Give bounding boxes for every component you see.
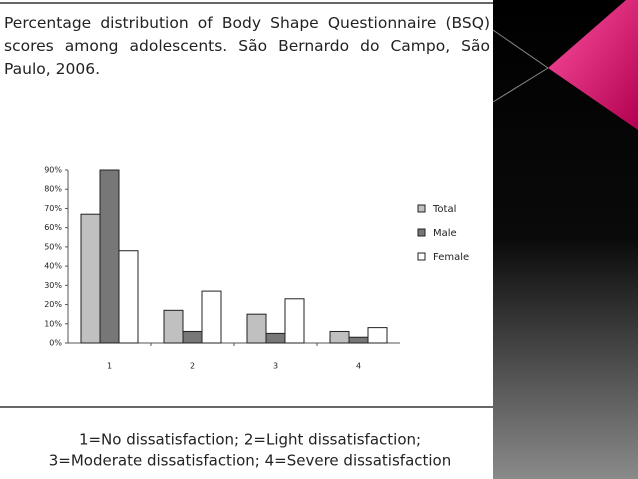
y-tick-label: 0% (49, 339, 62, 348)
footnote: 1=No dissatisfaction; 2=Light dissatisfa… (79, 431, 421, 449)
chart-title: Percentage distribution of Body Shape Qu… (4, 14, 490, 78)
pink-diamond (548, 0, 638, 130)
x-tick-label: 4 (356, 362, 361, 371)
deco-line (492, 67, 549, 103)
x-tick-label: 1 (107, 362, 112, 371)
bar (265, 332, 286, 344)
legend-label: Male (433, 228, 457, 239)
legend-swatch (417, 252, 426, 261)
y-tick-label: 40% (44, 262, 62, 271)
legend-label: Female (433, 252, 469, 263)
y-tick-label: 80% (44, 185, 62, 194)
y-tick-label: 90% (44, 166, 62, 175)
y-tick-label: 50% (44, 242, 62, 251)
legend-label: Total (432, 204, 456, 215)
bar (163, 309, 184, 344)
bar (246, 313, 267, 344)
bar (99, 169, 120, 344)
bar (182, 330, 203, 344)
x-tick-label: 3 (273, 362, 278, 371)
legend-swatch (417, 228, 426, 237)
x-tick-label: 2 (190, 362, 195, 371)
bar (118, 250, 139, 344)
bar (201, 290, 222, 344)
y-tick-label: 10% (44, 319, 62, 328)
deco-line (492, 29, 549, 69)
y-tick-label: 20% (44, 300, 62, 309)
chart: 0% 10% 20% 30% 40% 50% 60% 70% 80% 90% 1 2 3 4 Total Ma… (44, 166, 469, 371)
y-tick-label: 30% (44, 281, 62, 290)
y-tick-label: 60% (44, 223, 62, 232)
bar (284, 298, 305, 344)
bar (329, 330, 350, 344)
bar (80, 213, 101, 344)
bar (348, 336, 369, 344)
y-tick-label: 70% (44, 204, 62, 213)
legend-swatch (417, 204, 426, 213)
bar (367, 327, 388, 344)
footnote: 3=Moderate dissatisfaction; 4=Severe dis… (49, 452, 452, 470)
